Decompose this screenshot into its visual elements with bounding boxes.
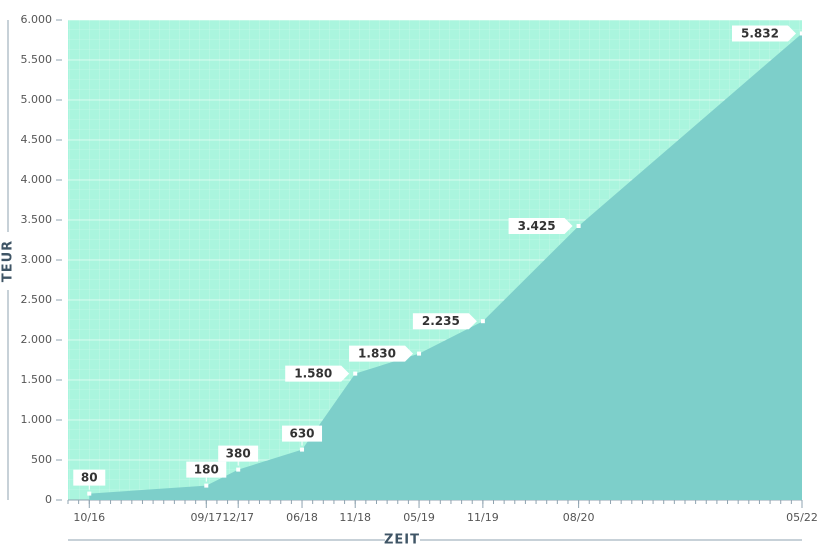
y-tick-label: 1.500 xyxy=(21,373,53,386)
point xyxy=(417,351,422,356)
value-label: 1.580 xyxy=(294,367,332,381)
y-tick-label: 4.500 xyxy=(21,133,53,146)
y-tick-label: 6.000 xyxy=(21,13,53,26)
y-tick-label: 2.500 xyxy=(21,293,53,306)
y-tick-label: 3.000 xyxy=(21,253,53,266)
x-tick-label: 09/17 xyxy=(190,511,222,524)
x-tick-label: 05/22 xyxy=(786,511,818,524)
x-tick-label: 10/16 xyxy=(73,511,105,524)
value-label: 2.235 xyxy=(422,314,460,328)
y-tick-label: 500 xyxy=(31,453,52,466)
y-tick-label: 5.500 xyxy=(21,53,53,66)
y-axis-title: TEUR xyxy=(1,240,16,282)
y-tick-label: 3.500 xyxy=(21,213,53,226)
y-tick-label: 5.000 xyxy=(21,93,53,106)
label-box xyxy=(508,218,573,234)
y-tick-label: 0 xyxy=(45,493,52,506)
point xyxy=(300,447,305,452)
x-tick-label: 12/17 xyxy=(222,511,254,524)
label-box xyxy=(732,25,796,42)
point xyxy=(480,319,485,324)
value-label: 1.830 xyxy=(358,347,396,361)
value-label: 80 xyxy=(81,471,98,485)
y-tick-label: 4.000 xyxy=(21,173,53,186)
label-box xyxy=(282,425,323,442)
value-label: 5.832 xyxy=(741,26,779,40)
x-tick-label: 11/18 xyxy=(339,511,371,524)
label-box xyxy=(218,445,259,462)
label-box xyxy=(186,461,227,478)
point xyxy=(204,483,209,488)
area xyxy=(89,33,802,500)
label-box xyxy=(349,345,414,362)
label-box xyxy=(285,365,350,382)
x-tick-label: 05/19 xyxy=(403,511,435,524)
label-box xyxy=(73,469,106,486)
value-label: 3.425 xyxy=(518,219,556,233)
point xyxy=(576,224,581,228)
label-box xyxy=(412,313,477,330)
value-label: 380 xyxy=(226,447,251,461)
x-tick-label: 06/18 xyxy=(286,511,318,524)
point xyxy=(800,31,804,36)
value-label: 630 xyxy=(289,427,314,441)
value-label: 180 xyxy=(194,463,219,477)
y-tick-label: 2.000 xyxy=(21,333,53,346)
point xyxy=(87,491,92,496)
y-tick-label: 1.000 xyxy=(21,413,53,426)
x-tick-label: 08/20 xyxy=(563,511,595,524)
x-tick-label: 11/19 xyxy=(467,511,499,524)
x-axis-title: ZEIT xyxy=(384,533,420,548)
point xyxy=(236,467,241,472)
point xyxy=(353,371,358,376)
